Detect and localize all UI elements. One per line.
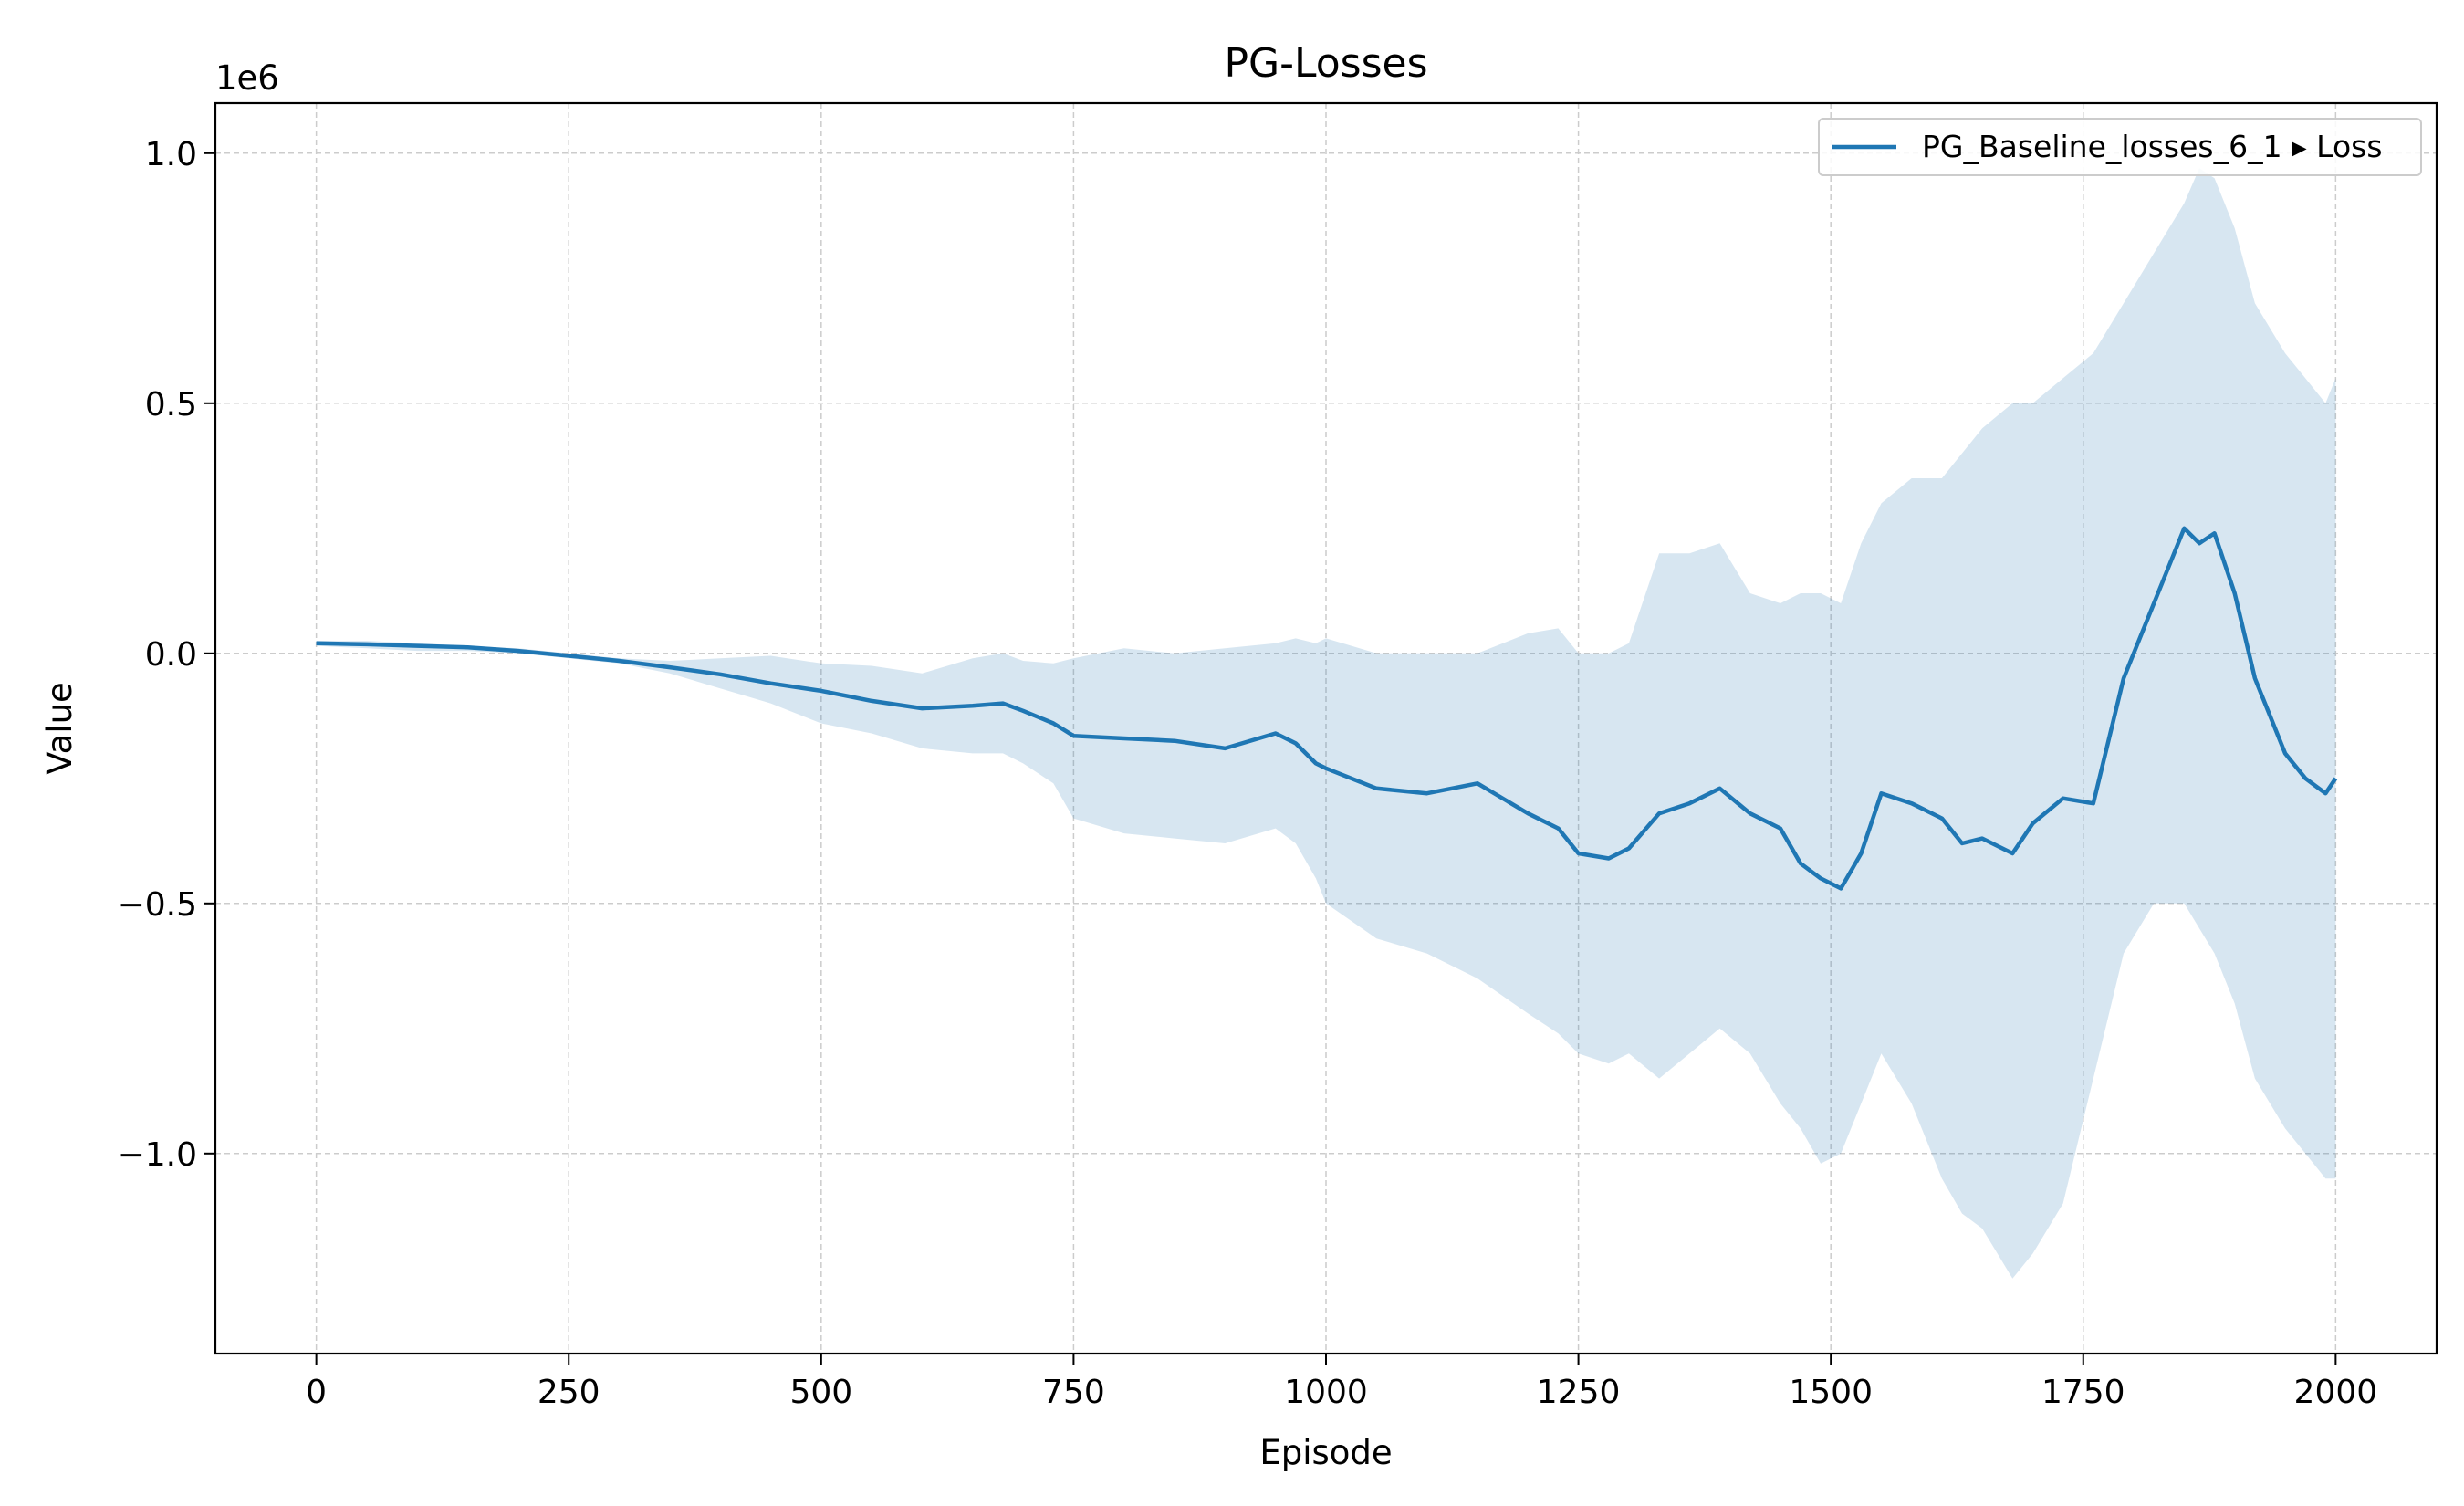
series-0-line (316, 526, 2338, 891)
x-tick-label: 2000 (2294, 1374, 2378, 1411)
x-tick-label: 1750 (2041, 1374, 2125, 1411)
y-axis-ticks: 1.0 0.5 0.0 −0.5 −1.0 (118, 136, 215, 1174)
x-tick-label: 1000 (1284, 1374, 1368, 1411)
y-tick-label: −0.5 (118, 886, 197, 924)
legend-box (1818, 118, 2422, 176)
y-tick-label: 1.0 (145, 136, 197, 173)
x-tick-label: 0 (306, 1374, 327, 1411)
confidence-band-layer (316, 168, 2336, 1279)
y-tick-label: 0.0 (145, 636, 197, 674)
series-0-band (316, 168, 2336, 1279)
grid (215, 103, 2437, 1354)
y-tick-label: 0.5 (145, 386, 197, 424)
x-tick-label: 250 (538, 1374, 600, 1411)
y-axis-scale-label: 1e6 (215, 58, 279, 98)
series-line-layer (316, 526, 2338, 891)
x-tick-label: 1250 (1537, 1374, 1621, 1411)
y-axis-label: Value (40, 682, 79, 775)
x-axis-label: Episode (1259, 1433, 1392, 1472)
x-tick-label: 1500 (1789, 1374, 1873, 1411)
legend-label: PG_Baseline_losses_6_1 ▸ Loss (1922, 129, 2383, 164)
y-tick-label: −1.0 (118, 1136, 197, 1174)
x-axis-ticks: 0 250 500 750 1000 1250 1500 1750 2000 (306, 1354, 2377, 1411)
legend: PG_Baseline_losses_6_1 ▸ Loss (1818, 118, 2422, 176)
x-tick-label: 500 (789, 1374, 852, 1411)
x-tick-label: 750 (1042, 1374, 1105, 1411)
chart-title: PG-Losses (1224, 40, 1427, 87)
